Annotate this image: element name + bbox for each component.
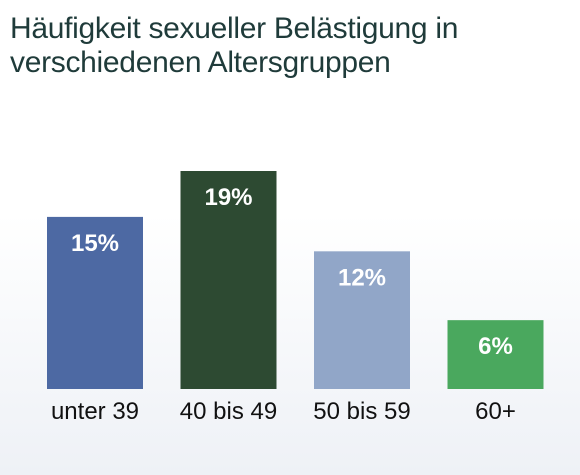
chart-title: Häufigkeit sexueller Belästigung in vers…	[10, 12, 459, 79]
bar-2	[180, 171, 277, 389]
category-label: 50 bis 59	[313, 398, 410, 425]
bar-value-label: 12%	[338, 264, 386, 291]
bar-4	[447, 320, 544, 389]
bar-value-label: 15%	[71, 230, 119, 257]
category-label: unter 39	[51, 398, 139, 425]
bar-value-label: 19%	[204, 184, 252, 211]
bar-3	[314, 251, 410, 389]
category-label: 40 bis 49	[180, 398, 277, 425]
bar-1	[47, 216, 143, 389]
category-label: 60+	[475, 398, 516, 425]
bar-value-label: 6%	[478, 333, 513, 360]
